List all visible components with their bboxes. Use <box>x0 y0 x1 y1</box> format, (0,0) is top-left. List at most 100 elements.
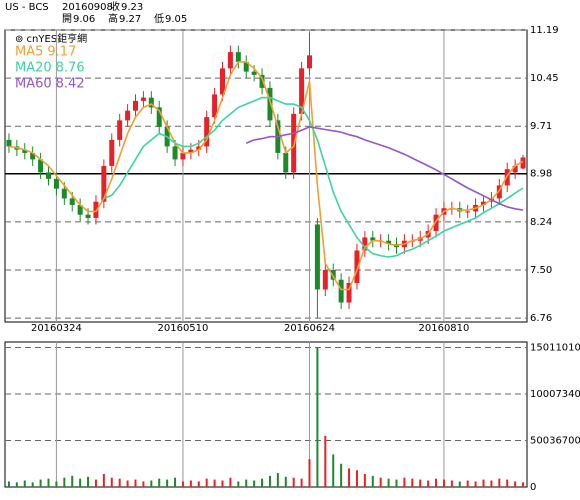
volume-bar <box>87 476 90 487</box>
y-tick-label: 8.24 <box>530 217 552 228</box>
candle-body <box>307 55 312 69</box>
candle-body <box>512 165 518 173</box>
volume-bar <box>126 480 129 487</box>
high-label: 高 <box>108 12 118 25</box>
candle-body <box>196 146 202 150</box>
volume-bar <box>348 468 351 487</box>
volume-bar <box>514 481 517 487</box>
symbol: US - BCS <box>5 2 49 13</box>
volume-bar <box>181 481 184 487</box>
candle-body <box>172 146 178 160</box>
candle-body <box>77 204 83 215</box>
candle-body <box>243 61 249 72</box>
volume-bar <box>79 478 82 487</box>
volume-bar <box>229 477 232 487</box>
volume-bar <box>435 478 438 487</box>
candle-body <box>69 198 75 205</box>
volume-bar <box>379 477 382 487</box>
volume-bar <box>213 479 216 487</box>
candle-body <box>133 100 138 111</box>
ma-line <box>103 96 524 258</box>
volume-bar <box>355 470 358 487</box>
volume-bar <box>158 478 161 487</box>
volume-bar <box>189 480 192 487</box>
candle-body <box>30 152 36 160</box>
volume-bar <box>221 480 224 487</box>
volume-bar <box>261 478 264 487</box>
candle-body <box>354 250 360 283</box>
volume-bar <box>316 347 319 487</box>
candle-body <box>465 211 471 213</box>
candle-body <box>520 157 526 169</box>
volume-bar <box>363 473 366 487</box>
volume-tick-label: 0 <box>530 482 536 493</box>
x-tick-label: 20160624 <box>284 323 335 334</box>
legend-name: MA60 <box>15 77 52 92</box>
ma-line <box>245 126 524 211</box>
candle-body <box>433 214 439 231</box>
x-tick-label: 20160810 <box>419 323 470 334</box>
y-tick-label: 8.98 <box>530 169 552 180</box>
volume-bar <box>482 479 485 487</box>
y-tick-label: 7.50 <box>530 265 552 276</box>
volume-bar <box>31 482 34 487</box>
candle-body <box>322 269 328 290</box>
volume-bar <box>55 481 58 487</box>
candle-body <box>220 68 225 95</box>
candle-body <box>283 152 289 173</box>
candle-body <box>235 52 241 62</box>
watermark: ⊚ cnYES鉅亨網 <box>15 32 87 45</box>
volume-bar <box>324 435 327 487</box>
volume-bar <box>300 478 303 487</box>
candle-body <box>85 214 91 218</box>
volume-bar <box>308 459 311 487</box>
volume-bar <box>332 454 335 487</box>
volume-bar <box>150 480 153 487</box>
legend-name: MA20 <box>15 61 52 76</box>
volume-bar <box>450 480 453 487</box>
volume-bar <box>340 463 343 487</box>
volume-bar <box>292 477 295 487</box>
candle-body <box>156 107 162 127</box>
candle-body <box>125 110 131 121</box>
volume-bar <box>387 478 390 487</box>
candle-body <box>148 97 154 108</box>
y-tick-label: 10.45 <box>530 73 559 84</box>
volume-bar <box>498 478 501 487</box>
volume-bar <box>237 481 240 487</box>
volume-bar <box>134 479 137 487</box>
volume-bar <box>284 476 287 487</box>
volume-bar <box>166 479 169 487</box>
volume-bar <box>15 482 18 487</box>
candle-body <box>101 165 107 202</box>
volume-bar <box>411 478 414 487</box>
volume-bar <box>522 482 525 487</box>
volume-bar <box>403 477 406 487</box>
candle-body <box>227 52 233 69</box>
candle-body <box>370 237 376 241</box>
low-value: 9.05 <box>165 14 187 25</box>
volume-bar <box>23 480 26 487</box>
candle-body <box>180 152 186 160</box>
open-label: 開 <box>62 13 72 25</box>
y-tick-label: 11.19 <box>530 25 559 36</box>
candle-body <box>188 149 194 153</box>
volume-bar <box>71 475 74 487</box>
volume-bar <box>506 479 509 487</box>
volume-bar <box>427 480 430 487</box>
legend-value: 8.76 <box>56 61 85 76</box>
candle-body <box>46 172 51 179</box>
candle-body <box>53 178 59 189</box>
legend-value: 8.42 <box>56 77 85 92</box>
x-tick-label: 20160324 <box>31 323 82 334</box>
volume-bar <box>253 480 256 487</box>
candle-body <box>259 74 265 88</box>
volume-bar <box>39 479 42 487</box>
volume-bar <box>276 473 279 487</box>
y-tick-label: 6.76 <box>530 313 552 324</box>
volume-bar <box>118 478 121 487</box>
volume-bar <box>174 477 177 487</box>
volume-tick-label: 150110100 <box>530 342 580 353</box>
volume-bar <box>205 478 208 487</box>
